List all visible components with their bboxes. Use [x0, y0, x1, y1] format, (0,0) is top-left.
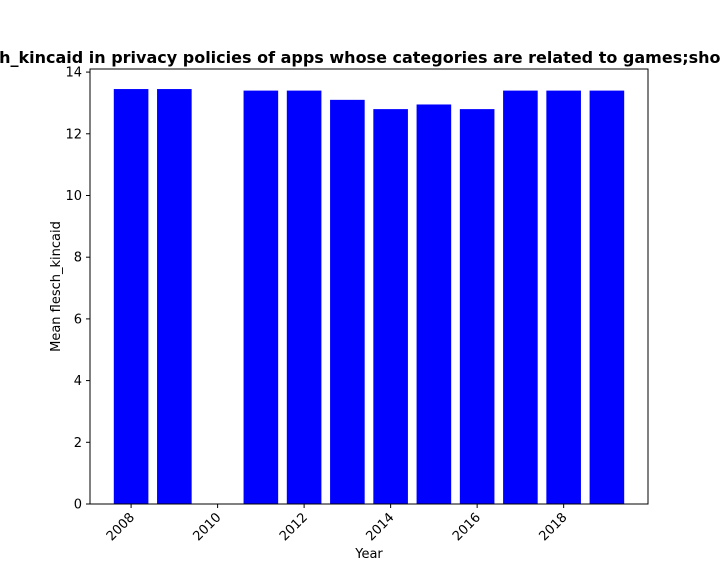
- bar-2012: [286, 90, 322, 504]
- plot-frame: [89, 68, 649, 505]
- y-tick-label-4: 4: [74, 374, 82, 389]
- x-axis-label: Year: [354, 547, 383, 562]
- chart-title: Mean flesch_kincaid in privacy policies …: [0, 48, 720, 67]
- bar-2016: [459, 109, 495, 505]
- bar-2014: [373, 109, 408, 505]
- y-tick-label-14: 14: [65, 66, 82, 81]
- y-tick-label-8: 8: [74, 251, 82, 266]
- x-tick-label-2016: 2016: [450, 510, 484, 544]
- bar-2018: [546, 90, 581, 504]
- bar-2017: [503, 90, 538, 504]
- x-tick-label-2018: 2018: [536, 510, 570, 544]
- y-tick-label-12: 12: [65, 127, 82, 142]
- plot-area: 0 2 4 6 8 10 12 14 2008 2010 2012 2014 2016 2018: [65, 66, 649, 544]
- y-tick-label-6: 6: [74, 312, 82, 327]
- x-tick-label-2008: 2008: [104, 510, 138, 544]
- y-axis-label: Mean flesch_kincaid: [49, 221, 64, 352]
- bar-2015: [416, 104, 452, 504]
- bar-2008: [113, 89, 149, 505]
- y-tick-label-0: 0: [74, 498, 82, 513]
- y-tick-label-10: 10: [65, 189, 82, 204]
- x-tick-label-2010: 2010: [190, 510, 224, 544]
- x-tick-label-2014: 2014: [363, 510, 397, 544]
- bar-2009: [157, 89, 192, 505]
- bar-2013: [330, 99, 365, 504]
- bar-2019: [589, 90, 625, 504]
- y-tick-label-2: 2: [74, 436, 82, 451]
- bar-2011: [243, 90, 279, 504]
- x-tick-label-2012: 2012: [277, 510, 311, 544]
